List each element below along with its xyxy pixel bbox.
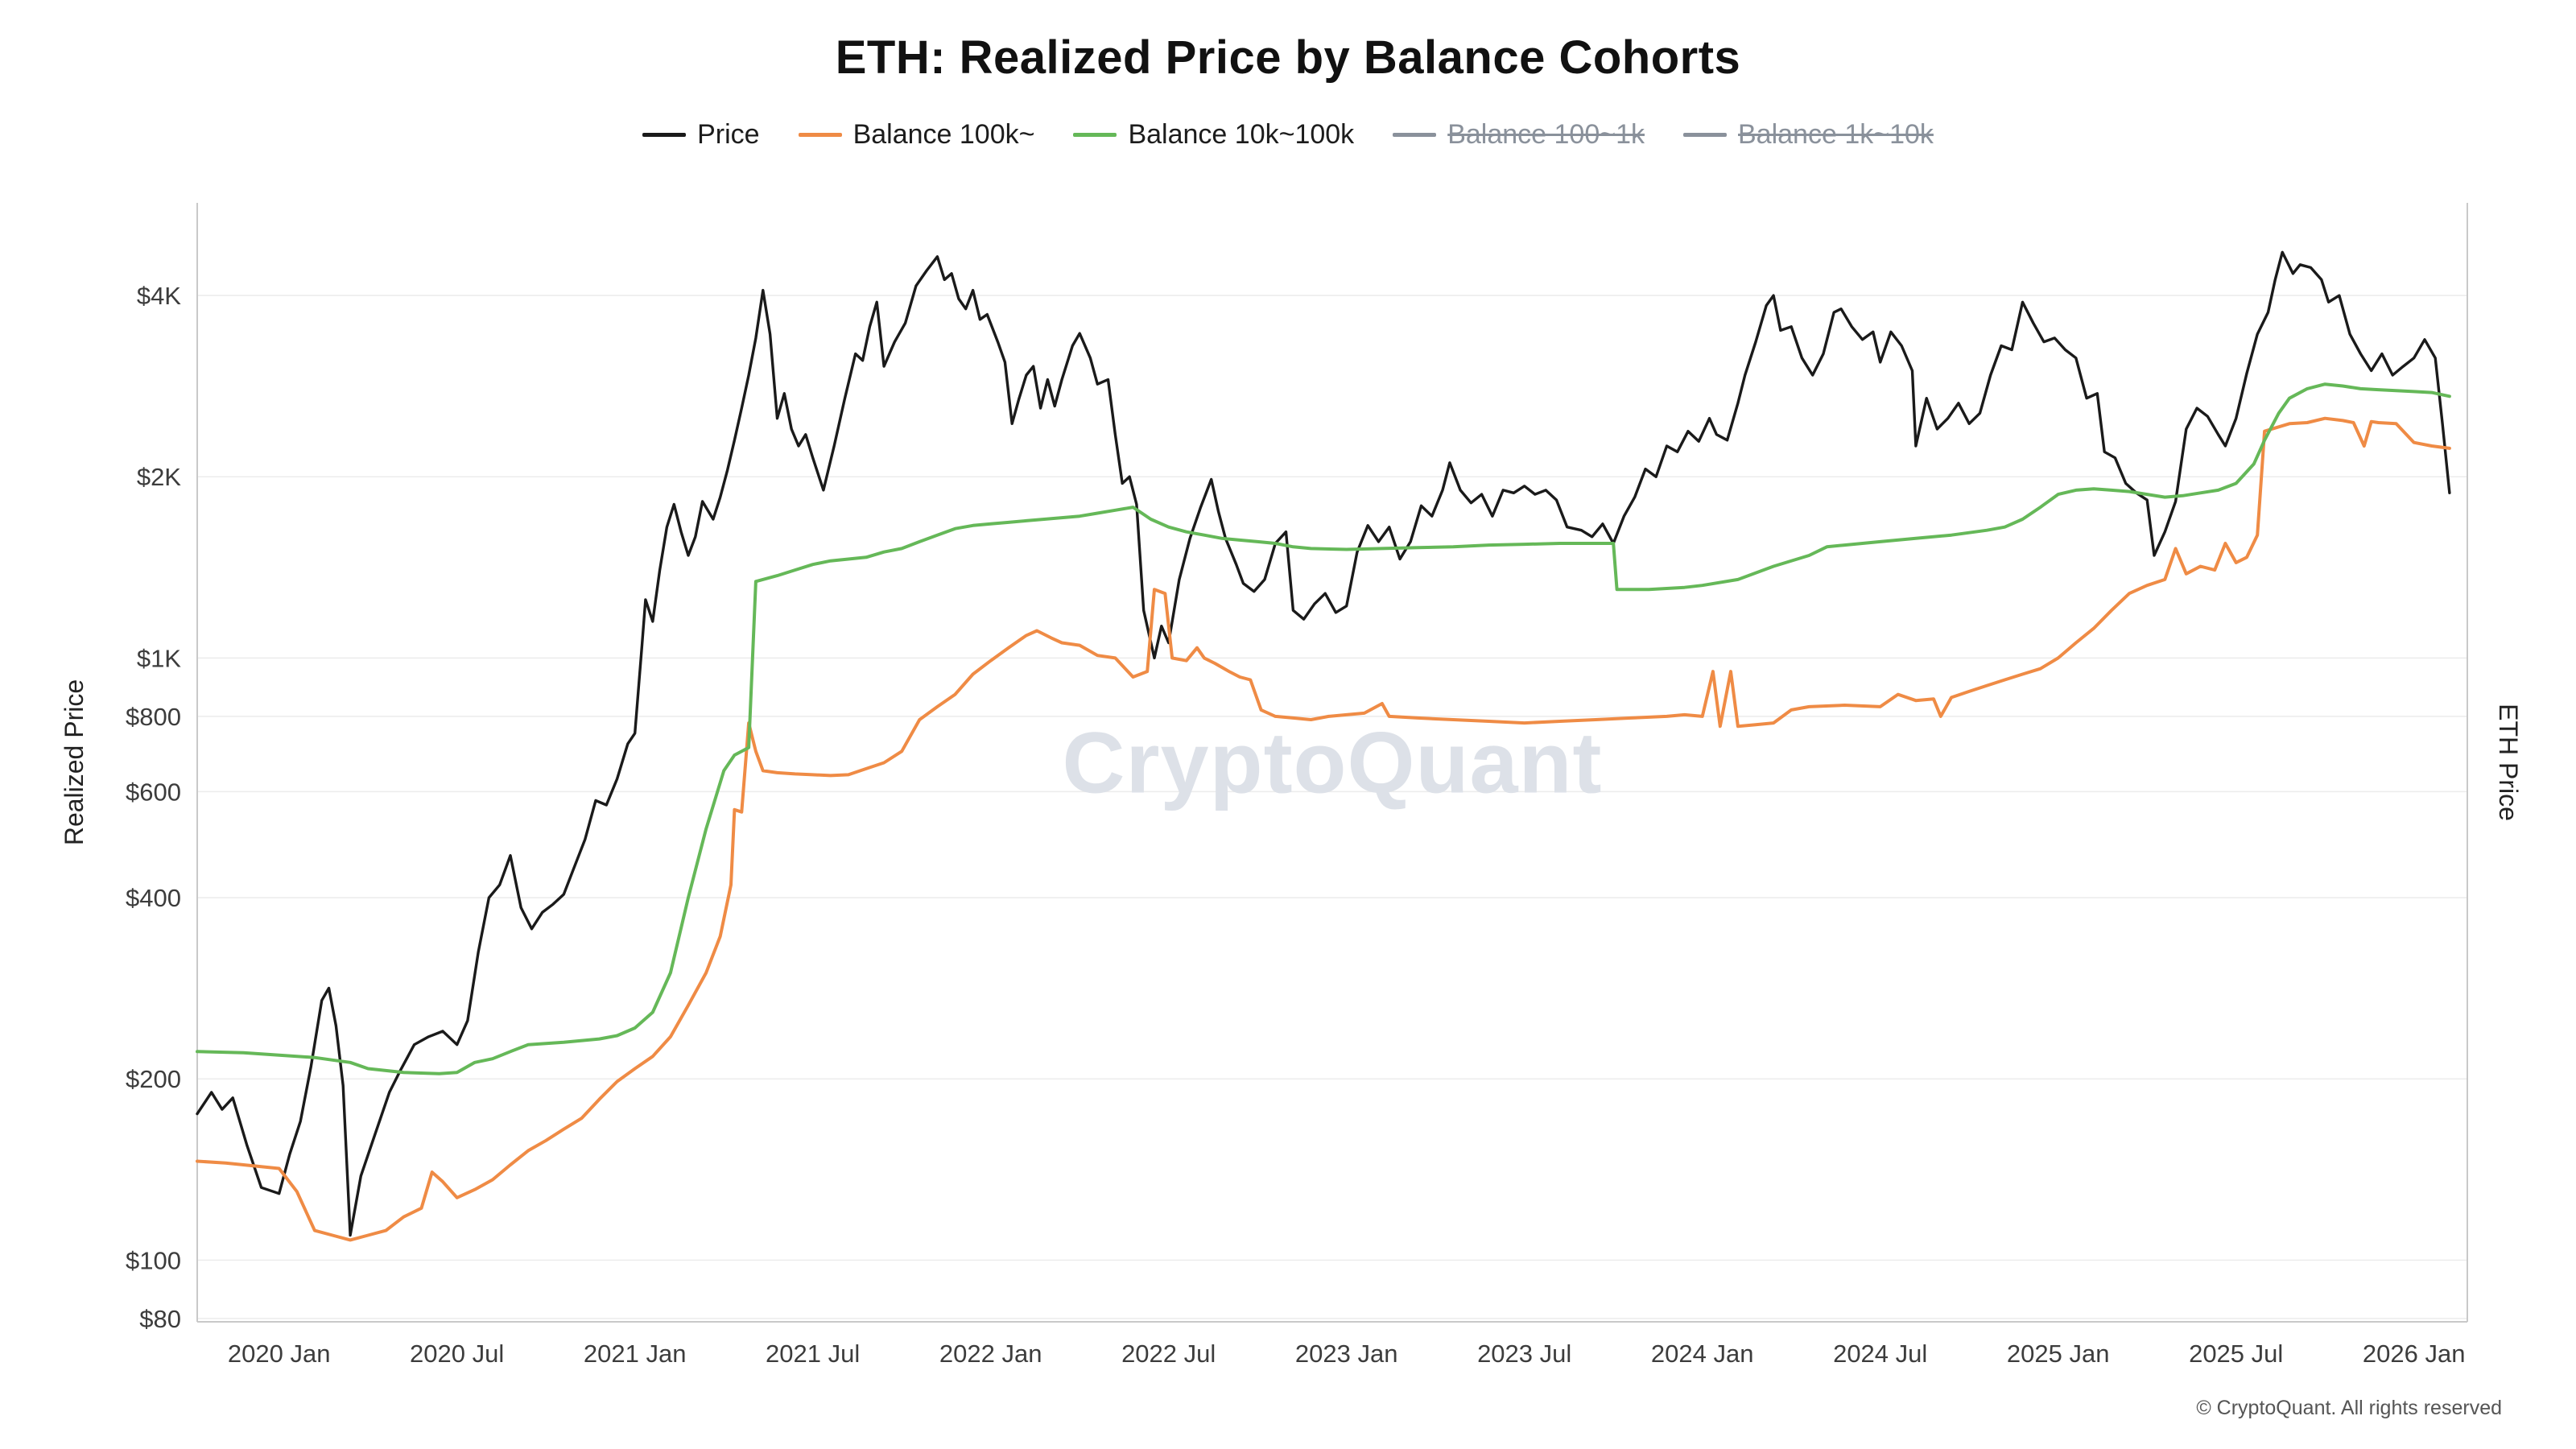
legend-item-balance-1k-10k[interactable]: Balance 1k~10k xyxy=(1683,119,1934,151)
legend-label-balance-100k: Balance 100k~ xyxy=(852,119,1035,150)
x-tick-label: 2023 Jan xyxy=(1295,1340,1398,1368)
series-line-balance-100k xyxy=(196,416,2451,1242)
legend-label-balance-10k-100k: Balance 10k~100k xyxy=(1128,119,1355,150)
series-line-price xyxy=(196,250,2451,1237)
x-tick-label: 2025 Jan xyxy=(2007,1340,2110,1368)
x-tick-label: 2024 Jul xyxy=(1833,1340,1927,1368)
x-tick-label: 2025 Jul xyxy=(2189,1340,2283,1368)
price-line-swatch xyxy=(642,133,687,137)
y-axis-title-right: ETH Price xyxy=(2494,704,2523,821)
series-line-balance-10k-100k xyxy=(196,382,2451,1075)
balance-100k-line-swatch xyxy=(798,133,842,137)
y-tick-label: $2K xyxy=(137,463,181,491)
legend-item-price[interactable]: Price xyxy=(642,119,760,151)
y-tick-label: $800 xyxy=(126,703,181,731)
x-tick-label: 2020 Jan xyxy=(228,1340,331,1368)
y-tick-label: $4K xyxy=(137,282,181,310)
chart-legend: Price Balance 100k~ Balance 10k~100k Bal… xyxy=(0,119,2576,151)
x-tick-label: 2020 Jul xyxy=(410,1340,504,1368)
balance-100-1k-line-swatch xyxy=(1393,133,1437,137)
x-tick-label: 2022 Jul xyxy=(1121,1340,1216,1368)
y-tick-label: $1K xyxy=(137,644,181,672)
legend-label-price: Price xyxy=(697,119,760,150)
x-tick-label: 2024 Jan xyxy=(1651,1340,1754,1368)
legend-label-balance-100-1k: Balance 100~1k xyxy=(1447,119,1645,150)
y-tick-label: $100 xyxy=(126,1246,181,1274)
y-tick-label: $200 xyxy=(126,1065,181,1093)
balance-10k-100k-line-swatch xyxy=(1073,133,1117,137)
x-tick-label: 2021 Jul xyxy=(766,1340,860,1368)
copyright-notice: © CryptoQuant. All rights reserved xyxy=(2196,1397,2502,1419)
y-tick-label: $600 xyxy=(126,778,181,806)
y-tick-label: $400 xyxy=(126,884,181,912)
balance-1k-10k-line-swatch xyxy=(1683,133,1727,137)
y-axis-title-left: Realized Price xyxy=(60,679,89,846)
x-tick-label: 2021 Jan xyxy=(584,1340,687,1368)
legend-item-balance-100-1k[interactable]: Balance 100~1k xyxy=(1393,119,1645,151)
legend-item-balance-10k-100k[interactable]: Balance 10k~100k xyxy=(1073,119,1354,151)
legend-item-balance-100k[interactable]: Balance 100k~ xyxy=(798,119,1035,151)
chart-title: ETH: Realized Price by Balance Cohorts xyxy=(835,31,1741,84)
x-tick-label: 2023 Jul xyxy=(1477,1340,1571,1368)
x-tick-label: 2026 Jan xyxy=(2363,1340,2466,1368)
y-tick-label: $80 xyxy=(139,1305,181,1333)
x-tick-label: 2022 Jan xyxy=(939,1340,1042,1368)
legend-label-balance-1k-10k: Balance 1k~10k xyxy=(1738,119,1934,150)
